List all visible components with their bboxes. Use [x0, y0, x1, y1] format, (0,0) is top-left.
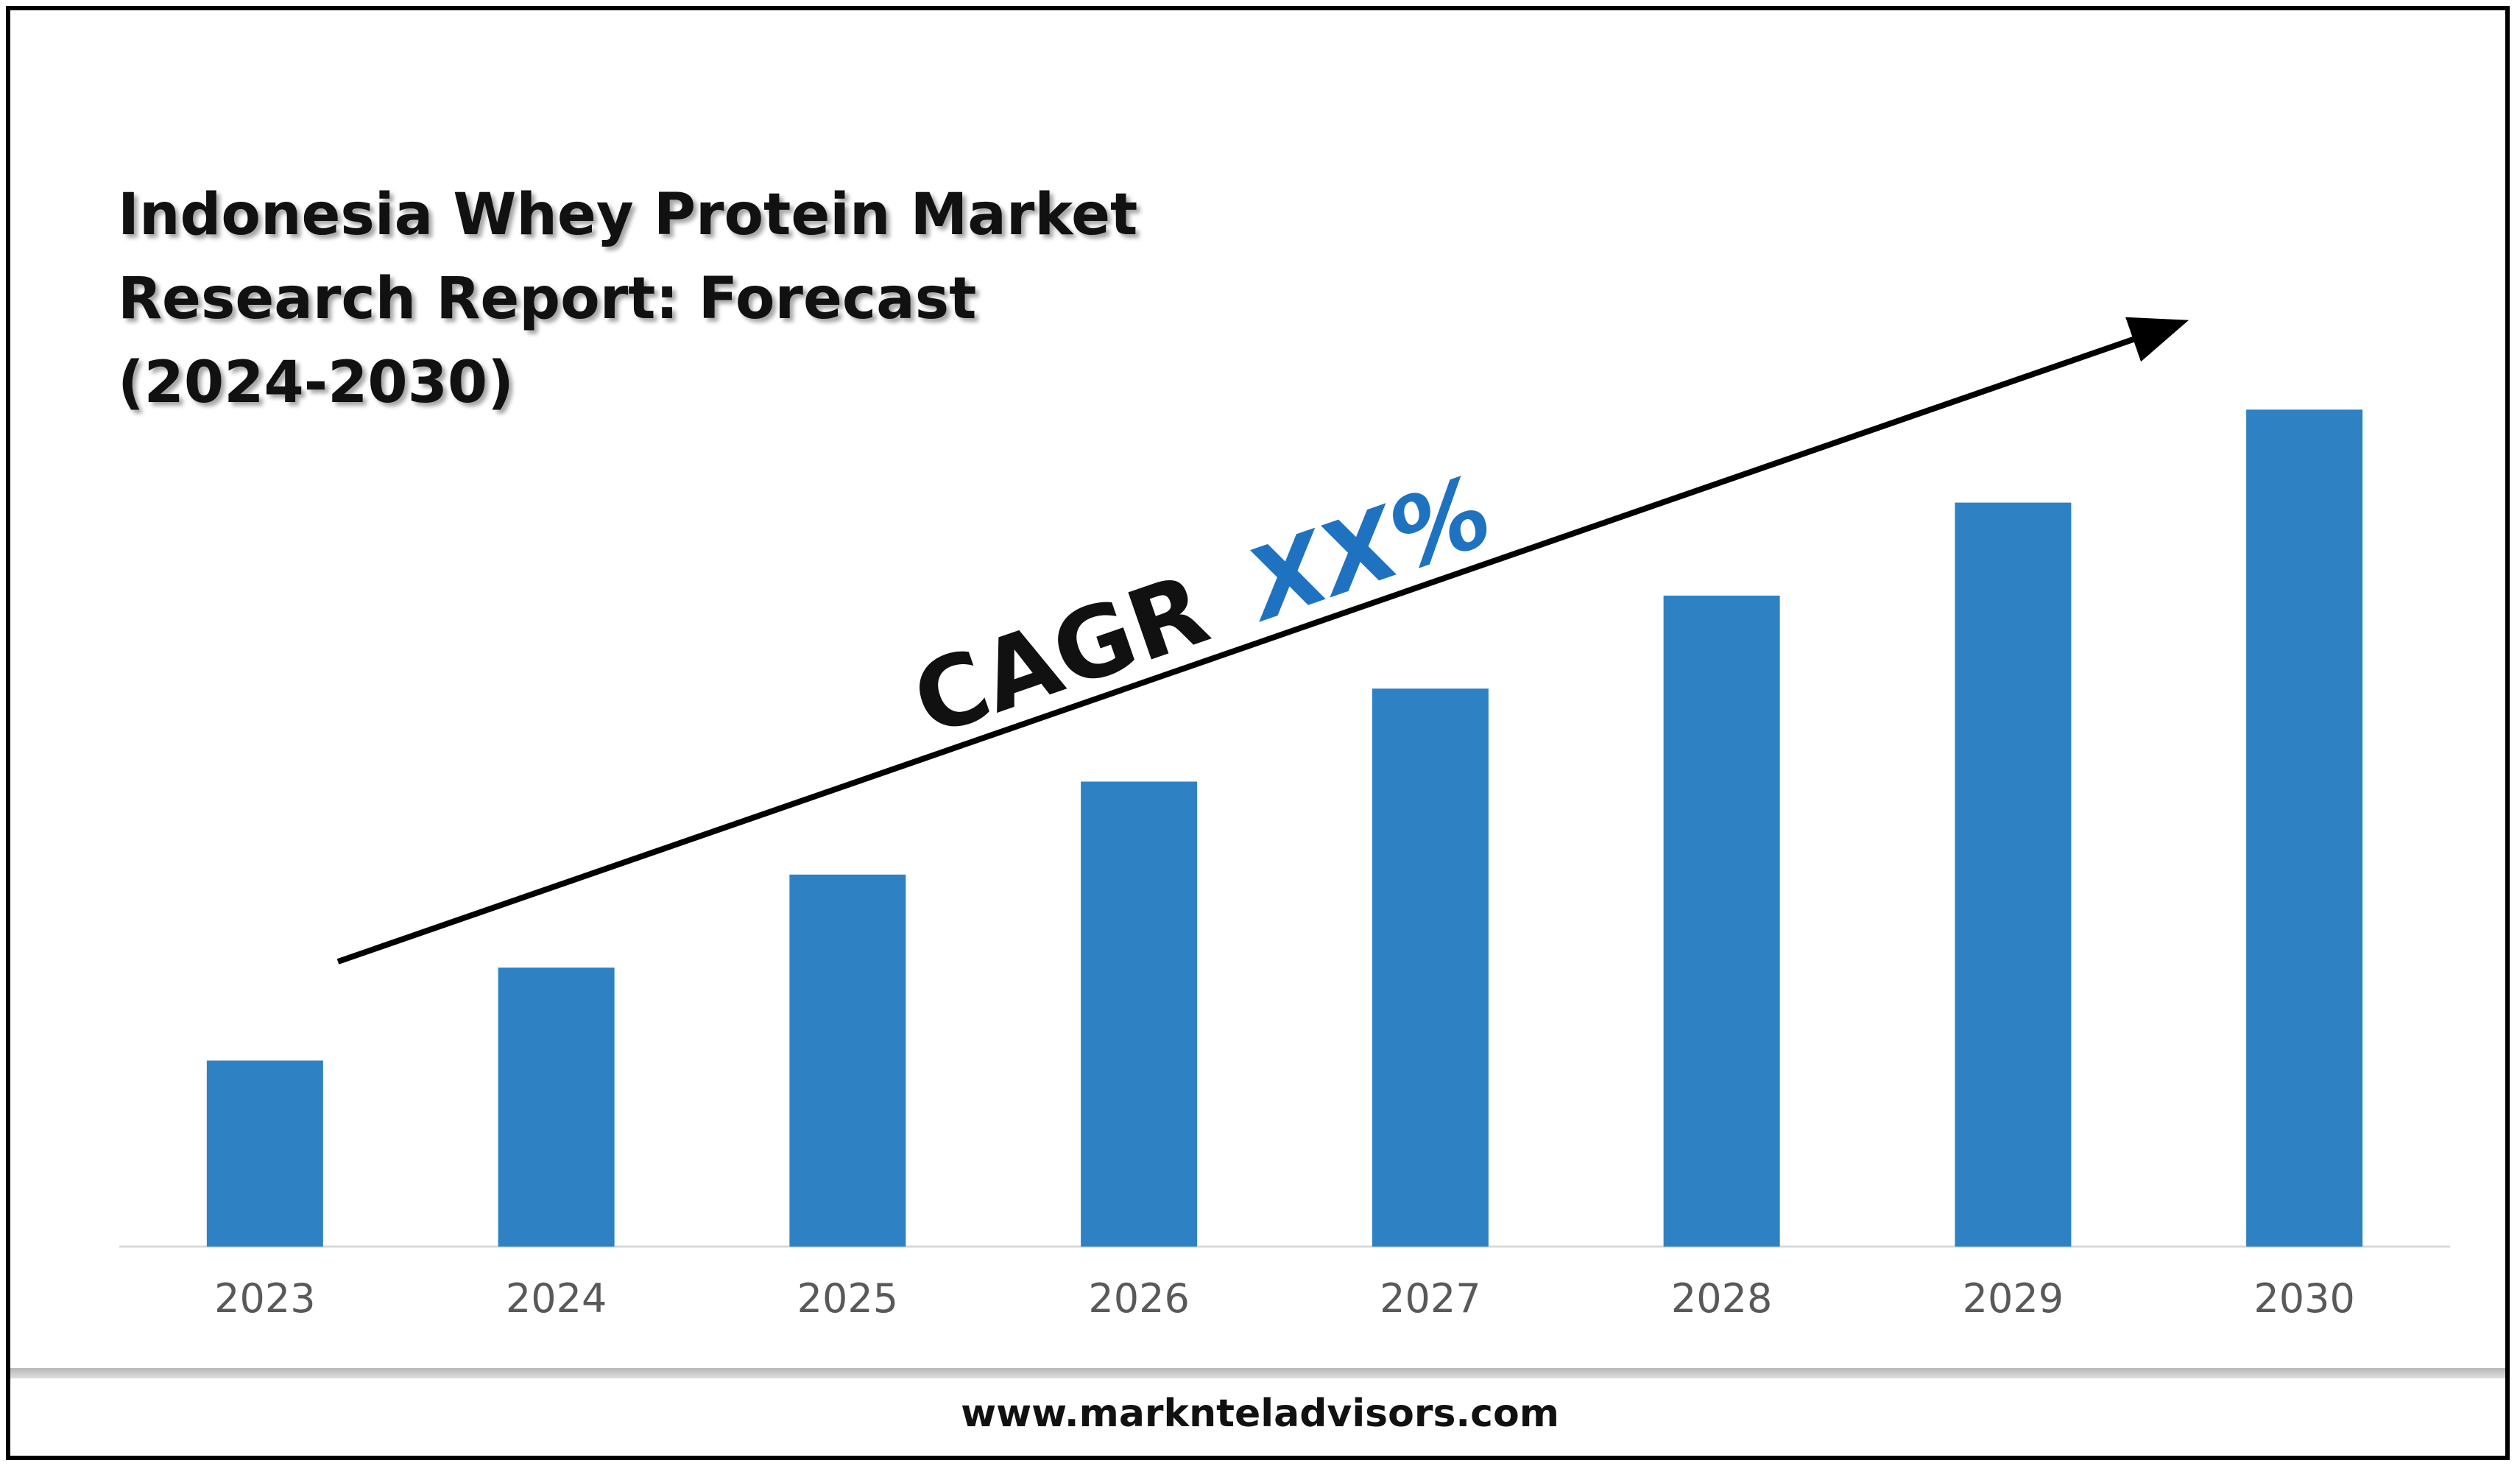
bar-2030: [2246, 409, 2363, 1247]
bar-2024: [498, 968, 615, 1247]
bar-2028: [1663, 595, 1780, 1247]
chart-title-line-1: Indonesia Whey Protein Market: [118, 182, 1138, 248]
x-tick-label-2025: 2025: [797, 1275, 898, 1322]
bar-2027: [1372, 688, 1489, 1247]
cagr-label: CAGR: [900, 553, 1221, 758]
x-tick-labels: 2023 2024 2025 2026 2027 2028 2029 2030: [214, 1275, 2355, 1322]
x-tick-label-2023: 2023: [214, 1275, 315, 1322]
x-tick-label-2026: 2026: [1088, 1275, 1189, 1322]
bar-2025: [789, 874, 906, 1247]
chart-title: Indonesia Whey Protein Market Research R…: [118, 173, 1296, 425]
chart-title-line-2: Research Report: Forecast: [118, 266, 977, 332]
x-tick-label-2027: 2027: [1380, 1275, 1480, 1322]
footer-divider: [10, 1368, 2505, 1378]
x-tick-label-2028: 2028: [1671, 1275, 1772, 1322]
bar-2026: [1081, 781, 1198, 1247]
cagr-trend-arrow: [336, 317, 2189, 965]
x-tick-label-2024: 2024: [506, 1275, 607, 1322]
bar-2023: [206, 1060, 323, 1247]
x-tick-label-2030: 2030: [2253, 1275, 2354, 1322]
footer-website: www.marknteladvisors.com: [961, 1392, 1559, 1436]
chart-title-line-3: (2024-2030): [118, 350, 514, 416]
x-tick-label-2029: 2029: [1963, 1275, 2064, 1322]
cagr-value: XX%: [1229, 454, 1505, 644]
bar-2029: [1955, 502, 2072, 1247]
chart-frame: [6, 6, 2510, 1460]
bars-group: [206, 409, 2363, 1247]
